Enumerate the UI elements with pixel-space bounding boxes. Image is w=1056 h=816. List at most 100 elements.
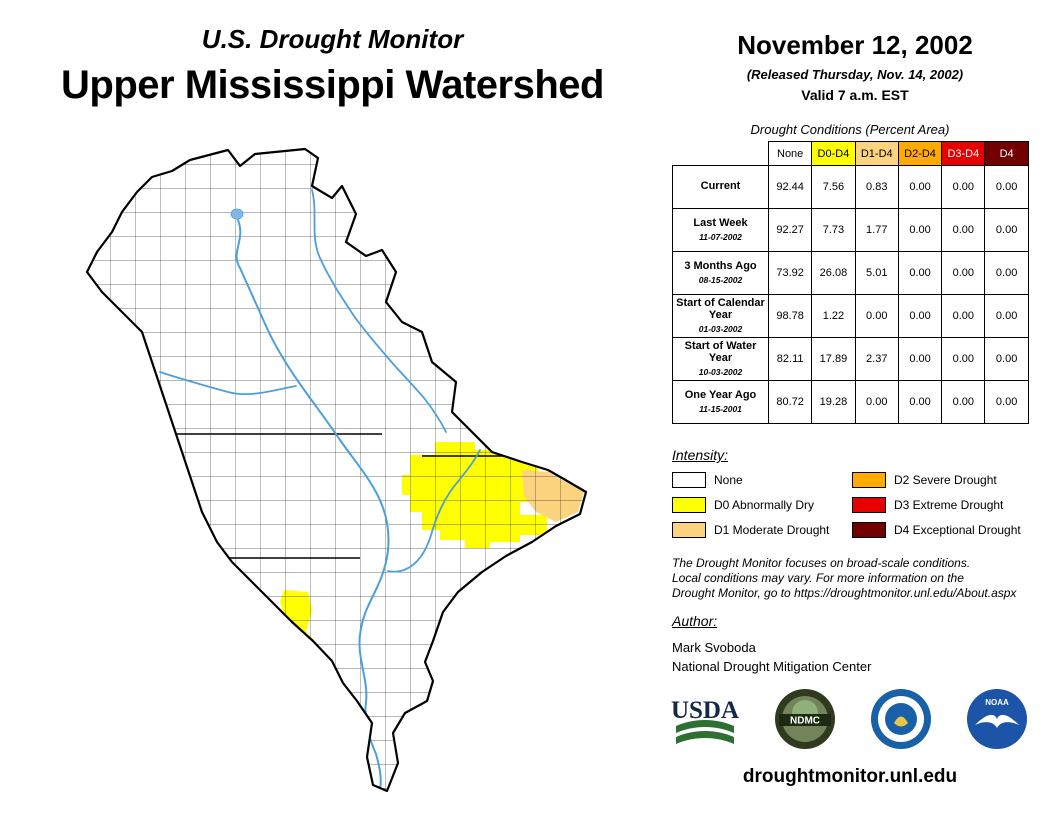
value-cell: 2.37 — [854, 337, 899, 381]
value-cell: 0.00 — [941, 251, 986, 295]
value-cell: 92.27 — [767, 208, 813, 252]
date-block: November 12, 2002 (Released Thursday, No… — [688, 30, 1022, 103]
row-label-text: Current — [700, 180, 741, 192]
row-label: Start of Water Year 10-03-2002 — [672, 337, 769, 381]
d4-swatch — [852, 522, 886, 538]
value-cell: 1.77 — [854, 208, 899, 252]
watershed-boundary — [85, 147, 588, 793]
disclaimer-line: The Drought Monitor focuses on broad-sca… — [672, 556, 971, 570]
row-label-text: Start of Water Year — [684, 340, 757, 364]
value-cell: 0.00 — [941, 294, 986, 338]
author-organization: National Drought Mitigation Center — [672, 659, 872, 674]
noaa-seagull — [975, 714, 1019, 728]
disclaimer-line: Drought Monitor, go to https://droughtmo… — [672, 586, 1017, 600]
author-block: Author: Mark Svoboda National Drought Mi… — [672, 613, 871, 676]
river-tributary-west — [159, 371, 297, 396]
value-cell: 0.00 — [984, 294, 1029, 338]
released-date: (Released Thursday, Nov. 14, 2002) — [746, 67, 964, 82]
table-row: Start of Calendar Year 01-03-2002 98.78 1… — [672, 294, 1029, 338]
row-sublabel: 10-03-2002 — [698, 367, 743, 377]
intensity-legend: Intensity: None D0 Abnormally Dry D1 Mod… — [672, 447, 1036, 547]
legend-column-left: None D0 Abnormally Dry D1 Moderate Droug… — [672, 472, 852, 547]
title-block: U.S. Drought Monitor Upper Mississippi W… — [15, 24, 650, 108]
d3-swatch — [852, 497, 886, 513]
legend-label: D0 Abnormally Dry — [714, 498, 815, 512]
value-cell: 0.83 — [854, 165, 899, 209]
d0-swatch — [672, 497, 706, 513]
commerce-seal — [871, 689, 931, 749]
ndmc-logo: NDMC — [775, 689, 835, 749]
usda-swoosh-top — [676, 720, 734, 733]
value-cell: 0.00 — [897, 380, 943, 424]
row-sublabel: 01-03-2002 — [698, 324, 743, 334]
row-label: Last Week 11-07-2002 — [672, 208, 769, 252]
conditions-table: None D0-D4 D1-D4 D2-D4 D3-D4 D4 Current … — [672, 141, 1029, 424]
table-corner — [672, 141, 769, 166]
monitor-title: U.S. Drought Monitor — [201, 24, 464, 54]
none-swatch — [672, 472, 706, 488]
ndmc-logo-text: NDMC — [790, 716, 820, 727]
table-row: Start of Water Year 10-03-2002 82.11 17.8… — [672, 337, 1029, 381]
row-label: One Year Ago 11-15-2001 — [672, 380, 769, 424]
value-cell: 80.72 — [767, 380, 813, 424]
row-label-text: One Year Ago — [684, 389, 757, 401]
legend-item-d2: D2 Severe Drought — [852, 472, 1032, 488]
lake — [230, 208, 244, 220]
value-cell: 0.00 — [941, 208, 986, 252]
col-header-d4: D4 — [984, 141, 1029, 166]
value-cell: 0.00 — [897, 294, 943, 338]
value-cell: 98.78 — [767, 294, 813, 338]
valid-time: Valid 7 a.m. EST — [801, 87, 909, 103]
river-tributary-east — [311, 189, 447, 433]
legend-column-right: D2 Severe Drought D3 Extreme Drought D4 … — [852, 472, 1032, 547]
table-row: Last Week 11-07-2002 92.27 7.73 1.77 0.00… — [672, 208, 1029, 252]
value-cell: 0.00 — [854, 294, 899, 338]
value-cell: 1.22 — [811, 294, 856, 338]
d0-region-tail — [323, 688, 335, 712]
legend-item-d1: D1 Moderate Drought — [672, 522, 852, 538]
value-cell: 0.00 — [941, 165, 986, 209]
row-label-text: Last Week — [693, 217, 748, 229]
col-header-d1: D1-D4 — [854, 141, 899, 166]
legend-item-d4: D4 Exceptional Drought — [852, 522, 1032, 538]
usda-swoosh-bottom — [676, 731, 734, 744]
table-title: Drought Conditions (Percent Area) — [750, 122, 950, 137]
value-cell: 0.00 — [984, 251, 1029, 295]
ndmc-banner — [779, 714, 831, 726]
map-date: November 12, 2002 — [737, 30, 973, 60]
legend-label: D1 Moderate Drought — [714, 523, 830, 537]
d2-swatch — [852, 472, 886, 488]
conditions-panel: Drought Conditions (Percent Area) None D… — [672, 122, 1029, 424]
value-cell: 0.00 — [984, 208, 1029, 252]
header-row: None D0-D4 D1-D4 D2-D4 D3-D4 D4 — [672, 141, 1029, 166]
legend-label: D4 Exceptional Drought — [894, 523, 1021, 537]
col-header-none: None — [767, 141, 813, 166]
value-cell: 17.89 — [811, 337, 856, 381]
watershed-map-svg — [85, 147, 588, 793]
row-label: 3 Months Ago 08-15-2002 — [672, 251, 769, 295]
legend-label: None — [714, 473, 743, 487]
value-cell: 0.00 — [984, 337, 1029, 381]
site-url: droughtmonitor.unl.edu — [742, 766, 958, 787]
value-cell: 0.00 — [897, 337, 943, 381]
usda-logo-text: USDA — [671, 697, 739, 724]
table-row: One Year Ago 11-15-2001 80.72 19.28 0.00 … — [672, 380, 1029, 424]
logos-row: USDA NDMC NOAA — [670, 688, 1028, 750]
noaa-logo: NOAA — [967, 689, 1027, 749]
value-cell: 5.01 — [854, 251, 899, 295]
value-cell: 19.28 — [811, 380, 856, 424]
value-cell: 0.00 — [941, 380, 986, 424]
legend-item-d3: D3 Extreme Drought — [852, 497, 1032, 513]
row-label-text: 3 Months Ago — [684, 260, 757, 272]
value-cell: 0.00 — [941, 337, 986, 381]
river-mississippi — [235, 219, 390, 789]
value-cell: 0.00 — [984, 380, 1029, 424]
row-label: Current — [672, 165, 769, 209]
usda-logo: USDA — [671, 697, 739, 744]
watershed-map — [60, 140, 680, 808]
row-sublabel: 11-07-2002 — [699, 232, 742, 242]
value-cell: 92.44 — [767, 165, 813, 209]
legend-item-none: None — [672, 472, 852, 488]
legend-title: Intensity: — [672, 447, 729, 463]
